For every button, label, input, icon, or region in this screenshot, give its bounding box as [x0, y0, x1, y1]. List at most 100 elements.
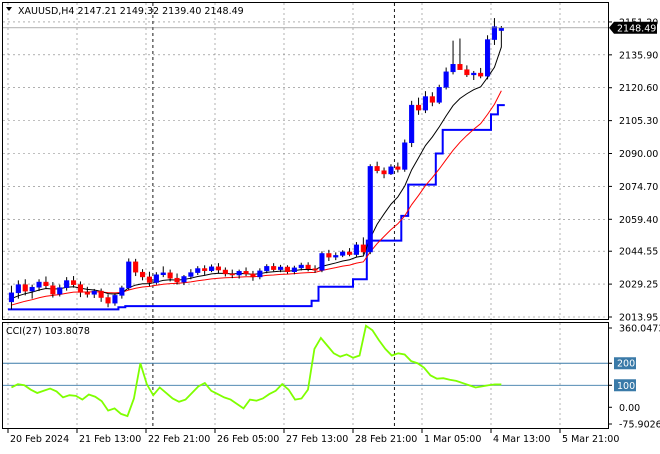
candle-body: [284, 266, 290, 272]
price-tick-label: 2105.30: [619, 116, 658, 127]
candle-body: [153, 274, 159, 283]
candle-body: [222, 269, 228, 275]
candle: [8, 285, 14, 310]
candle: [22, 279, 28, 296]
time-axis[interactable]: 20 Feb 2024 21 Feb 13:00 22 Feb 21:00 26 Fe…: [7, 428, 619, 445]
candle-body: [215, 266, 221, 271]
candle: [333, 252, 339, 261]
candle-body: [133, 261, 139, 273]
candle: [195, 266, 201, 275]
candle-body: [271, 266, 277, 270]
candle-body: [22, 284, 28, 292]
candle-body: [381, 170, 387, 175]
candle-body: [402, 142, 408, 170]
candle-body: [209, 266, 215, 271]
time-tick-label: 26 Feb 05:00: [217, 434, 279, 445]
candle: [250, 270, 256, 281]
trailing-stop-line: [8, 104, 505, 311]
candle-body: [395, 166, 401, 170]
symbol-header: XAUUSD,H4 2147.21 2149.32 2139.40 2148.4…: [18, 6, 244, 17]
candle-body: [257, 270, 263, 278]
candle: [457, 38, 463, 70]
time-tick-label: 22 Feb 21:00: [148, 434, 210, 445]
last-price-label: 2148.49: [617, 23, 656, 34]
time-tick-label: 21 Feb 13:00: [79, 434, 141, 445]
candle: [443, 67, 449, 90]
candle-body: [105, 297, 111, 304]
cci-axis[interactable]: 360.0473 200 100 0.00 -75.9026: [608, 324, 660, 431]
candle-body: [374, 166, 380, 171]
candle: [312, 265, 318, 273]
grid: [3, 3, 608, 428]
candle: [64, 277, 70, 291]
candle-body: [422, 96, 428, 111]
candle-body: [340, 251, 346, 256]
candle-body: [498, 27, 504, 31]
time-tick-label: 20 Feb 2024: [10, 434, 69, 445]
symbol-dropdown-icon[interactable]: [6, 7, 12, 11]
candle-body: [84, 292, 90, 295]
candle-body: [450, 64, 456, 73]
candle: [485, 35, 491, 80]
candle-body: [305, 264, 311, 269]
cci-level-tag: [614, 357, 636, 370]
candle: [402, 139, 408, 172]
price-axis[interactable]: 2151.202135.902120.602105.302090.002074.…: [608, 17, 658, 324]
candle: [340, 250, 346, 258]
time-tick-label: 27 Feb 13:00: [286, 434, 348, 445]
candle-body: [43, 281, 49, 286]
candle: [478, 67, 484, 79]
candle: [416, 97, 422, 115]
cci-levels: [3, 362, 608, 386]
candle-body: [429, 96, 435, 103]
candle: [409, 100, 415, 148]
candle-body: [202, 268, 208, 271]
candle-body: [416, 104, 422, 111]
price-tick-label: 2090.00: [619, 149, 658, 160]
candle: [291, 265, 297, 275]
candle-body: [333, 255, 339, 258]
candle: [381, 167, 387, 179]
price-tick-label: 2135.90: [619, 50, 658, 61]
candle: [236, 269, 242, 279]
price-tick-label: 2029.25: [619, 280, 658, 291]
cci-level-tag: [614, 379, 636, 392]
candle-body: [36, 281, 42, 288]
candle-body: [15, 284, 21, 294]
candle-body: [236, 271, 242, 276]
candle: [360, 237, 366, 255]
price-tick-label: 2059.40: [619, 215, 658, 226]
candle: [160, 266, 166, 278]
cci-tick-label: -75.9026: [619, 420, 660, 431]
candle: [257, 268, 263, 280]
cci-polyline: [11, 324, 502, 418]
candle-body: [167, 272, 173, 279]
candle-body: [91, 290, 97, 295]
candle-body: [50, 285, 56, 295]
price-tick-label: 2044.55: [619, 247, 658, 258]
candle: [105, 294, 111, 308]
candle-body: [326, 253, 332, 258]
candle-body: [181, 276, 187, 283]
candles: [8, 18, 504, 310]
candle: [450, 40, 456, 75]
time-tick-label: 4 Mar 13:00: [493, 434, 550, 445]
candle: [77, 281, 84, 298]
cci-tick-label: 0.00: [619, 403, 640, 414]
price-tick-label: 2120.60: [619, 83, 658, 94]
candle-body: [353, 244, 359, 255]
session-markers: [152, 3, 395, 428]
cci-label: CCI(27) 103.8078: [6, 326, 90, 337]
candle: [181, 274, 187, 286]
candle-body: [243, 271, 249, 275]
price-panel-frame: [2, 2, 609, 320]
candle: [491, 18, 497, 45]
candle: [347, 248, 353, 257]
candle-body: [29, 286, 35, 292]
candle-body: [312, 268, 318, 271]
candle-body: [140, 271, 146, 278]
candle: [209, 264, 215, 273]
candle: [229, 269, 235, 279]
